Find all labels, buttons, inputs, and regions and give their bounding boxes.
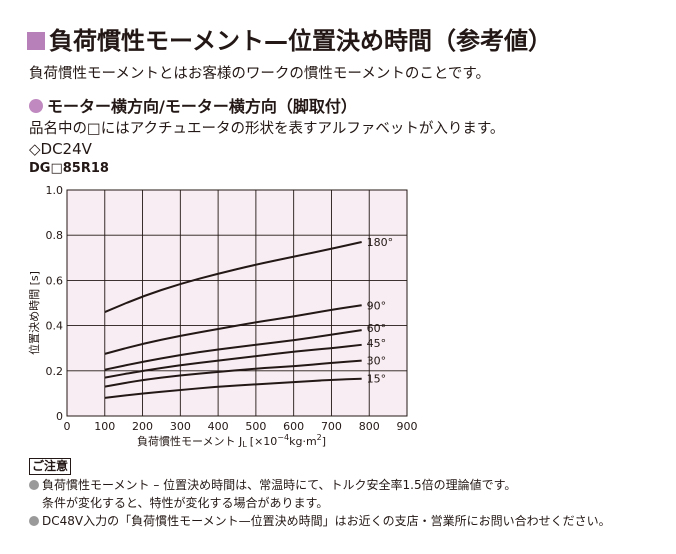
page-title: 負荷慣性モーメント—位置決め時間（参考値）: [27, 24, 552, 58]
x-tick-label: 300: [170, 420, 191, 433]
series-line: [104, 241, 362, 313]
plot-area: [66, 189, 408, 417]
series-label: 30°: [367, 355, 387, 368]
x-tick-label: 600: [283, 420, 304, 433]
x-tick-label: 100: [94, 420, 115, 433]
series-label: 45°: [367, 337, 387, 350]
x-tick-label: 0: [64, 420, 71, 433]
model-name: DG□85R18: [29, 161, 109, 176]
y-tick-label: 0.4: [46, 320, 64, 333]
series-label: 90°: [367, 299, 387, 312]
series-label: 180°: [367, 236, 394, 249]
y-tick-label: 0.2: [46, 365, 64, 378]
intro-text: 負荷慣性モーメントとはお客様のワークの慣性モーメントのことです。: [29, 66, 490, 82]
caution-label: ご注意: [29, 458, 72, 475]
footnote-2: DC48V入力の「負荷慣性モーメント—位置決め時間」はお近くの支店・営業所にお問…: [29, 512, 611, 529]
section-heading-text: モーター横方向/モーター横方向（脚取付）: [47, 97, 357, 116]
product-name-note: 品名中の□にはアクチュエータの形状を表すアルファベットが入ります。: [29, 121, 505, 137]
footnote-1: 負荷慣性モーメント – 位置決め時間は、常温時にて、トルク安全率1.5倍の理論値…: [29, 476, 516, 493]
y-axis-label: 位置決め時間 [s]: [27, 271, 41, 355]
footnote-1-text: 負荷慣性モーメント – 位置決め時間は、常温時にて、トルク安全率1.5倍の理論値…: [42, 478, 517, 492]
y-tick-label: 0.6: [46, 274, 64, 287]
series-line: [104, 304, 362, 355]
series-line: [104, 377, 362, 399]
series-label: 60°: [367, 322, 387, 335]
x-tick-label: 200: [132, 420, 153, 433]
x-tick-label: 800: [359, 420, 380, 433]
section-heading: モーター横方向/モーター横方向（脚取付）: [29, 93, 357, 117]
x-tick-label: 400: [208, 420, 229, 433]
series-line: [104, 359, 362, 388]
x-tick-label: 700: [321, 420, 342, 433]
y-tick-label: 0: [56, 410, 63, 423]
page-title-text: 負荷慣性モーメント—位置決め時間（参考値）: [49, 27, 553, 55]
footnote-1-continued: 条件が変化すると、特性が変化する場合があります。: [42, 496, 329, 510]
series-line: [104, 343, 362, 379]
x-tick-label: 900: [397, 420, 418, 433]
heading-dot-icon: [29, 99, 43, 113]
x-axis-label: 負荷慣性モーメント JL [×10−4kg·m2]: [137, 433, 326, 449]
x-tick-label: 500: [245, 420, 266, 433]
series-label: 15°: [367, 373, 387, 386]
voltage-label: ◇DC24V: [29, 140, 92, 158]
y-tick-label: 1.0: [46, 184, 64, 197]
y-tick-label: 0.8: [46, 229, 64, 242]
series-line: [104, 329, 362, 371]
positioning-time-chart: 0 0.2 0.4 0.6 0.8 1.0 0 100 200 300 400 500 600 700 8…: [27, 184, 418, 449]
footnote-2-text: DC48V入力の「負荷慣性モーメント—位置決め時間」はお近くの支店・営業所にお問…: [42, 514, 611, 528]
bullet-icon: [29, 516, 39, 526]
bullet-icon: [29, 480, 39, 490]
title-square-icon: [27, 32, 45, 50]
